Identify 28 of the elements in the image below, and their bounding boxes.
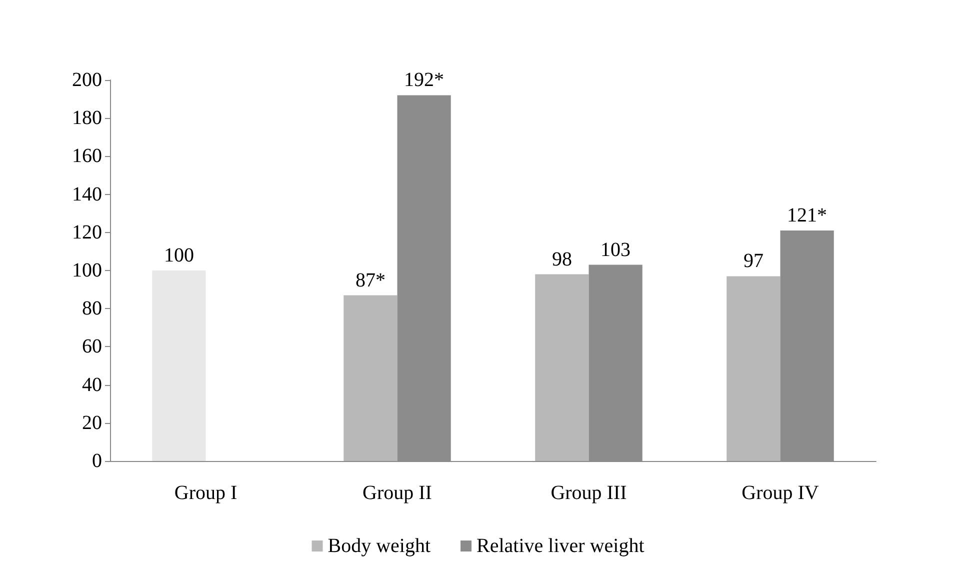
y-tick-label: 200 bbox=[72, 69, 102, 91]
y-tick-label: 120 bbox=[72, 221, 102, 244]
data-label: 100 bbox=[164, 244, 194, 266]
x-tick-label: Group II bbox=[362, 482, 432, 504]
data-label: 103 bbox=[600, 238, 631, 261]
y-tick-label: 180 bbox=[72, 107, 102, 130]
legend-label: Body weight bbox=[328, 535, 431, 557]
x-tick-label: Group IV bbox=[742, 482, 820, 504]
y-tick-label: 160 bbox=[72, 145, 102, 168]
data-label: 98 bbox=[552, 248, 572, 270]
data-label: 192* bbox=[404, 69, 444, 92]
data-label: 87* bbox=[355, 269, 386, 292]
data-label: 97 bbox=[743, 250, 764, 272]
y-tick-label: 80 bbox=[82, 298, 102, 320]
legend-label: Relative liver weight bbox=[476, 535, 645, 557]
bar bbox=[726, 276, 780, 461]
y-tick-label: 60 bbox=[82, 336, 102, 358]
x-tick-label: Group I bbox=[174, 482, 238, 504]
bar bbox=[535, 274, 589, 461]
y-tick-label: 140 bbox=[72, 183, 102, 206]
bar bbox=[344, 295, 398, 461]
x-tick-label: Group III bbox=[550, 482, 627, 504]
y-tick-label: 40 bbox=[82, 374, 102, 396]
bar bbox=[152, 270, 206, 461]
y-tick-label: 100 bbox=[72, 260, 102, 282]
y-tick-label: 20 bbox=[82, 412, 102, 434]
y-tick-label: 0 bbox=[92, 450, 102, 472]
data-label: 121* bbox=[787, 204, 828, 226]
